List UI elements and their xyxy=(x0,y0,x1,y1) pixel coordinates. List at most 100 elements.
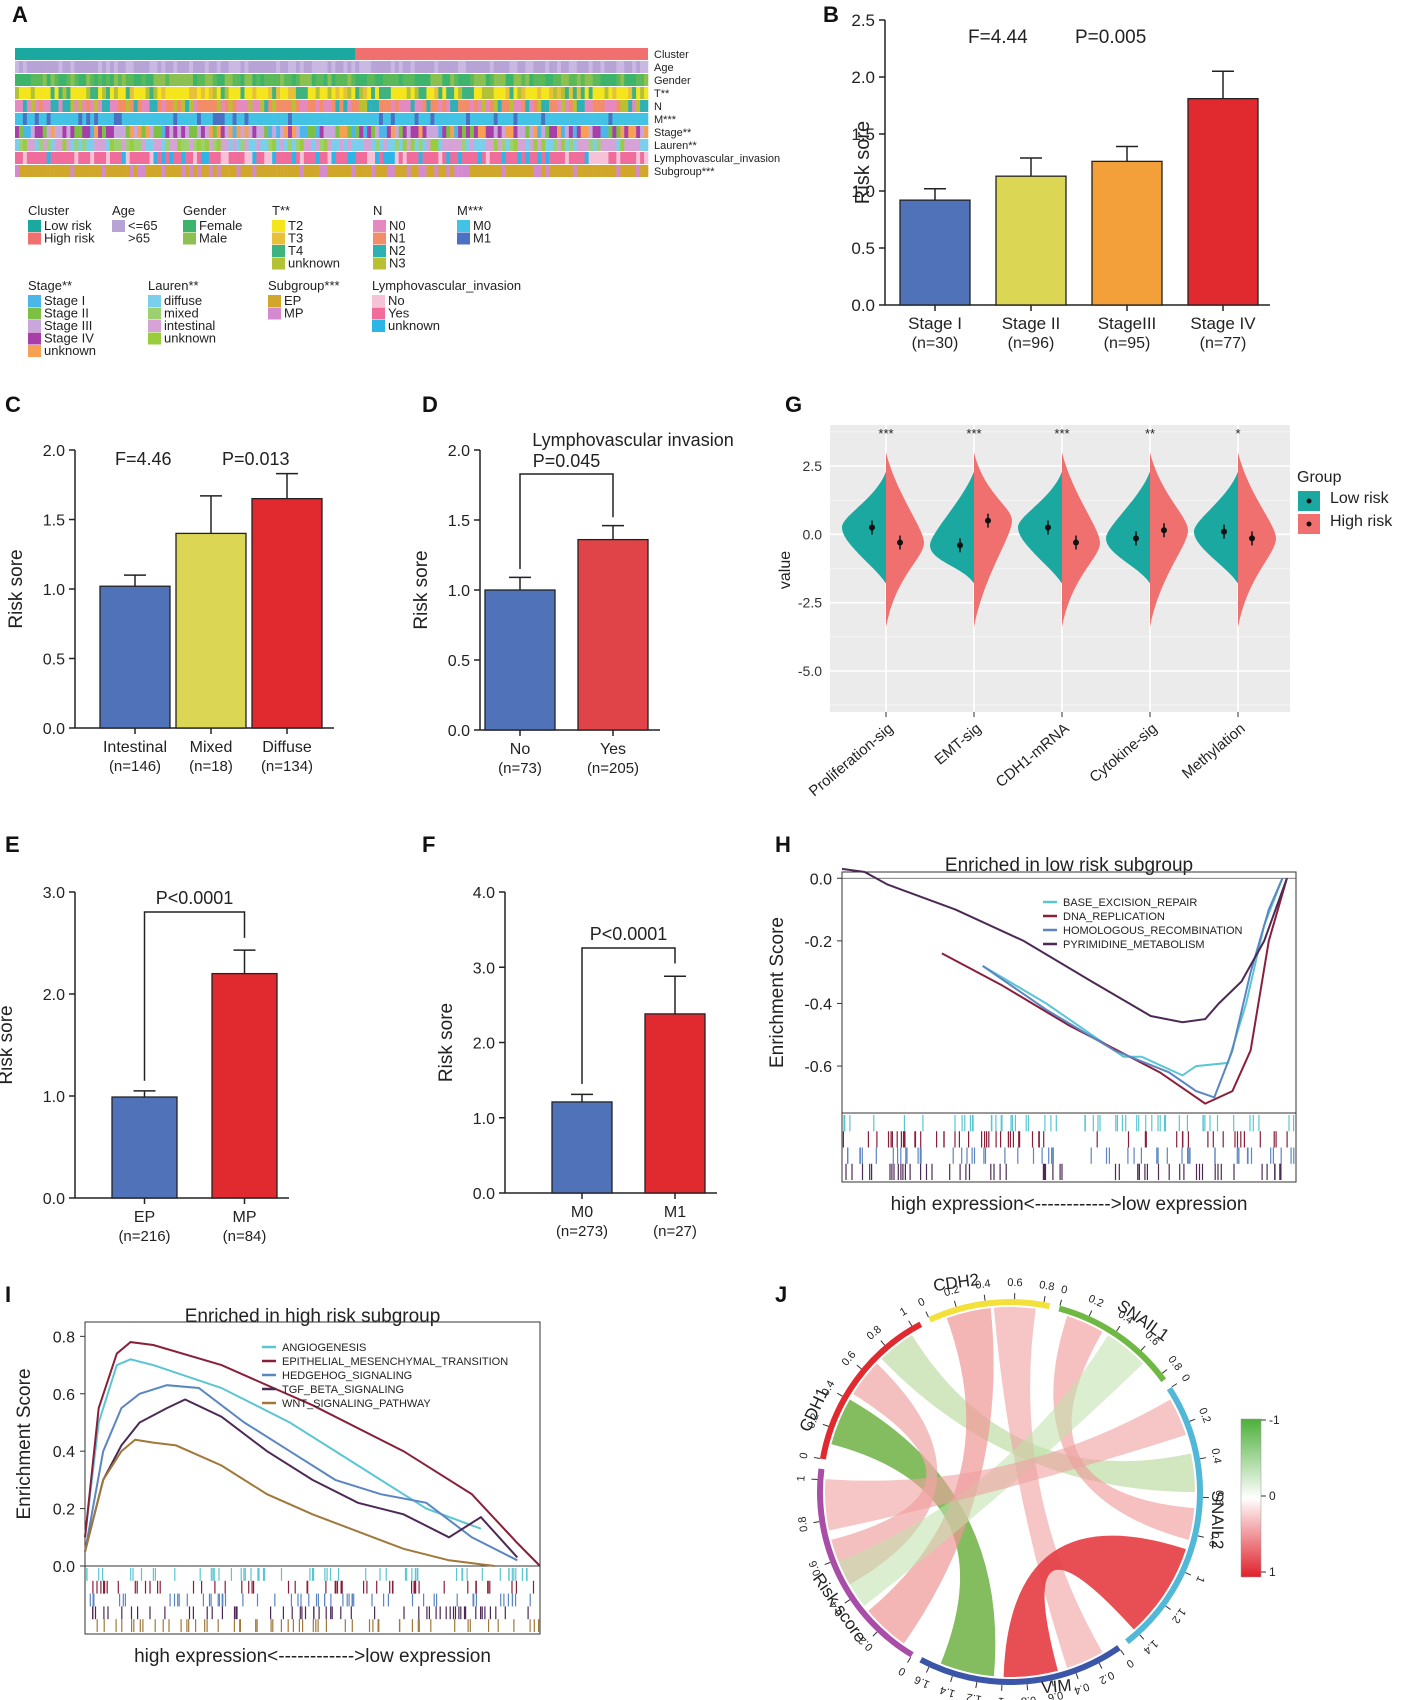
heatmap-cell xyxy=(382,61,388,73)
x-tick-count: (n=146) xyxy=(109,758,161,775)
legend-label: HOMOLOGOUS_RECOMBINATION xyxy=(1063,925,1243,937)
heatmap-cell xyxy=(533,87,538,99)
bar-stage-iv xyxy=(1187,98,1259,306)
heatmap-cell xyxy=(608,100,613,112)
heatmap-cell xyxy=(200,126,206,138)
heatmap-cell xyxy=(228,61,233,73)
heatmap-cell xyxy=(34,152,40,164)
heatmap-cell xyxy=(371,61,376,73)
heatmap-cell xyxy=(426,87,431,99)
heatmap-cell xyxy=(74,74,79,86)
heatmap-cell xyxy=(505,165,510,177)
heatmap-cell xyxy=(580,87,585,99)
y-tick-label: -0.2 xyxy=(804,934,832,951)
heatmap-cell xyxy=(612,139,617,151)
heatmap-cell xyxy=(402,61,407,73)
heatmap-cell xyxy=(295,100,301,112)
heatmap-cell xyxy=(299,87,305,99)
legend-group-title: Stage** xyxy=(28,278,72,293)
chord-ribbon-snail1-snail2 xyxy=(1053,1316,1195,1540)
heatmap-cell xyxy=(295,126,301,138)
heatmap-cell xyxy=(454,61,459,73)
heatmap-cell xyxy=(287,61,293,73)
heatmap-cell xyxy=(481,113,487,125)
heatmap-cell xyxy=(446,61,451,73)
heatmap-cell xyxy=(422,126,427,138)
heatmap-cell xyxy=(319,100,324,112)
heatmap-cell xyxy=(86,139,91,151)
heatmap-cell xyxy=(576,74,582,86)
heatmap-cell xyxy=(22,61,28,73)
heatmap-cell xyxy=(624,113,629,125)
panel-h-gsea-low-risk: Enriched in low risk subgroup0.0-0.2-0.4… xyxy=(767,855,1297,1215)
heatmap-cell xyxy=(177,74,182,86)
heatmap-cell xyxy=(236,113,241,125)
heatmap-cell xyxy=(434,61,439,73)
es-curve-hedgehog_signaling xyxy=(84,1384,518,1562)
heatmap-cell xyxy=(382,100,388,112)
panel-letter-j: J xyxy=(775,1282,787,1307)
heatmap-cell xyxy=(632,87,637,99)
heatmap-cell xyxy=(34,100,40,112)
heatmap-cell xyxy=(94,165,99,177)
heatmap-cell xyxy=(149,100,154,112)
heatmap-cell xyxy=(446,126,451,138)
heatmap-cell xyxy=(584,126,589,138)
heatmap-cell xyxy=(113,74,119,86)
heatmap-cell xyxy=(98,113,103,125)
y-tick-label: 0.5 xyxy=(448,653,470,670)
heatmap-cell xyxy=(121,87,127,99)
heatmap-cell xyxy=(244,139,249,151)
heatmap-cell xyxy=(177,100,182,112)
heatmap-cell xyxy=(105,165,111,177)
heatmap-cell xyxy=(398,61,404,73)
heatmap-cell xyxy=(644,61,649,73)
legend-group-title: Gender xyxy=(183,203,227,218)
heatmap-cell xyxy=(367,126,372,138)
heatmap-cell xyxy=(398,165,404,177)
heatmap-cell xyxy=(382,74,388,86)
heatmap-cell xyxy=(153,126,158,138)
heatmap-cell xyxy=(608,61,613,73)
heatmap-cell xyxy=(458,113,463,125)
heatmap-cell xyxy=(497,165,502,177)
heatmap-cell xyxy=(161,126,166,138)
heatmap-cell xyxy=(232,139,237,151)
heatmap-cell xyxy=(537,74,542,86)
y-tick-label: -0.6 xyxy=(804,1059,832,1076)
heatmap-cell xyxy=(102,139,107,151)
heatmap-cell xyxy=(141,87,146,99)
heatmap-cell xyxy=(359,87,364,99)
heatmap-cell xyxy=(378,61,384,73)
heatmap-cell xyxy=(82,152,87,164)
heatmap-cell xyxy=(113,165,119,177)
x-tick-count: (n=273) xyxy=(556,1223,608,1240)
heatmap-cell xyxy=(553,126,558,138)
heatmap-cell xyxy=(355,152,360,164)
heatmap-cell xyxy=(545,139,550,151)
heatmap-cell xyxy=(584,165,589,177)
chord-tick-label: 0.2 xyxy=(1086,1293,1105,1310)
heatmap-cell xyxy=(367,100,372,112)
heatmap-cell xyxy=(208,100,214,112)
heatmap-cell xyxy=(307,113,313,125)
heatmap-cell xyxy=(173,126,178,138)
heatmap-cell xyxy=(18,126,24,138)
heatmap-cell xyxy=(284,139,289,151)
heatmap-cell xyxy=(394,113,400,125)
legend-item-label: T2 xyxy=(288,218,303,233)
heatmap-cell xyxy=(78,152,83,164)
heatmap-cell xyxy=(414,113,419,125)
heatmap-cell xyxy=(430,152,435,164)
chord-tick-label: 0.8 xyxy=(1020,1694,1036,1700)
heatmap-cell xyxy=(109,74,115,86)
heatmap-cell xyxy=(521,74,526,86)
heatmap-cell xyxy=(66,113,71,125)
heatmap-cell xyxy=(434,100,439,112)
heatmap-cell xyxy=(402,87,407,99)
legend-item-label: unknown xyxy=(388,318,440,333)
heatmap-cell xyxy=(295,113,301,125)
chord-tick xyxy=(813,1521,820,1524)
heatmap-cell xyxy=(604,152,609,164)
heatmap-cell xyxy=(287,139,293,151)
